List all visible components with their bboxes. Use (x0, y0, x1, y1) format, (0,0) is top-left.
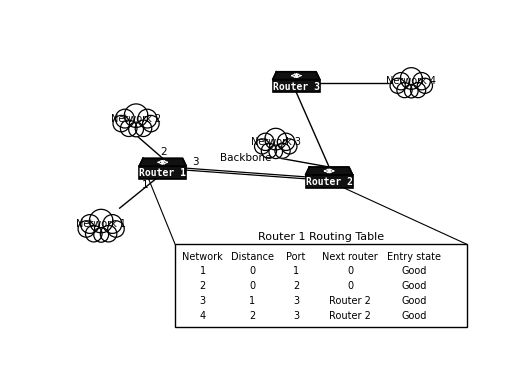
Ellipse shape (392, 72, 410, 90)
Text: Distance: Distance (231, 252, 274, 262)
Text: Network 1: Network 1 (76, 219, 126, 229)
Text: Router 2: Router 2 (306, 177, 352, 187)
FancyBboxPatch shape (139, 166, 187, 179)
Text: 0: 0 (249, 281, 255, 291)
Ellipse shape (129, 122, 144, 137)
Text: 3: 3 (293, 310, 299, 321)
Text: 0: 0 (347, 281, 353, 291)
Text: Network: Network (182, 252, 223, 262)
Text: Good: Good (402, 310, 427, 321)
Ellipse shape (404, 84, 418, 98)
Ellipse shape (108, 221, 124, 237)
Text: Network 3: Network 3 (251, 137, 301, 147)
Text: Port: Port (286, 252, 306, 262)
Ellipse shape (113, 116, 129, 132)
Ellipse shape (78, 221, 95, 237)
Ellipse shape (103, 214, 122, 233)
Text: 2: 2 (293, 281, 299, 291)
Ellipse shape (90, 209, 113, 233)
Ellipse shape (100, 225, 117, 242)
Text: Router 2: Router 2 (329, 310, 371, 321)
Text: 1: 1 (293, 266, 299, 276)
Ellipse shape (116, 109, 134, 128)
Text: Router 1 Routing Table: Router 1 Routing Table (258, 232, 384, 242)
Text: 2: 2 (200, 281, 206, 291)
FancyBboxPatch shape (305, 175, 353, 188)
Text: 4: 4 (200, 310, 206, 321)
Ellipse shape (94, 228, 109, 242)
Text: 1: 1 (249, 296, 255, 306)
Text: 3: 3 (200, 296, 206, 306)
Text: 3: 3 (293, 296, 299, 306)
Ellipse shape (143, 116, 159, 132)
FancyBboxPatch shape (272, 80, 320, 92)
Text: Router 1: Router 1 (139, 168, 186, 178)
Ellipse shape (417, 78, 432, 93)
Text: 2: 2 (161, 147, 167, 157)
Text: 1: 1 (142, 180, 148, 190)
Text: 1: 1 (200, 266, 206, 276)
Text: Backbone: Backbone (220, 153, 272, 163)
Ellipse shape (397, 82, 412, 98)
Ellipse shape (265, 128, 287, 150)
Ellipse shape (261, 143, 277, 158)
Text: Next router: Next router (322, 252, 378, 262)
Text: 2: 2 (249, 310, 255, 321)
Text: Router 3: Router 3 (273, 82, 320, 92)
Polygon shape (139, 158, 187, 166)
Text: Router 2: Router 2 (329, 296, 371, 306)
Ellipse shape (138, 109, 157, 128)
Ellipse shape (81, 214, 100, 233)
Polygon shape (272, 72, 320, 80)
Text: Entry state: Entry state (387, 252, 441, 262)
Ellipse shape (135, 120, 152, 136)
Text: Network 2: Network 2 (111, 114, 161, 124)
Ellipse shape (413, 72, 430, 90)
Ellipse shape (275, 143, 290, 158)
Polygon shape (305, 167, 353, 175)
Text: Good: Good (402, 281, 427, 291)
Ellipse shape (124, 104, 148, 128)
Ellipse shape (410, 82, 426, 98)
Text: 0: 0 (249, 266, 255, 276)
Text: 3: 3 (192, 157, 199, 167)
Ellipse shape (254, 139, 270, 154)
Ellipse shape (85, 225, 102, 242)
Text: 0: 0 (347, 266, 353, 276)
FancyBboxPatch shape (175, 244, 467, 327)
Ellipse shape (120, 120, 137, 136)
Ellipse shape (277, 133, 295, 150)
Ellipse shape (269, 145, 282, 159)
Ellipse shape (257, 133, 274, 150)
Ellipse shape (400, 68, 422, 89)
Ellipse shape (390, 78, 405, 93)
Text: Network 4: Network 4 (386, 76, 436, 86)
Ellipse shape (282, 139, 297, 154)
Text: Good: Good (402, 266, 427, 276)
Text: Good: Good (402, 296, 427, 306)
